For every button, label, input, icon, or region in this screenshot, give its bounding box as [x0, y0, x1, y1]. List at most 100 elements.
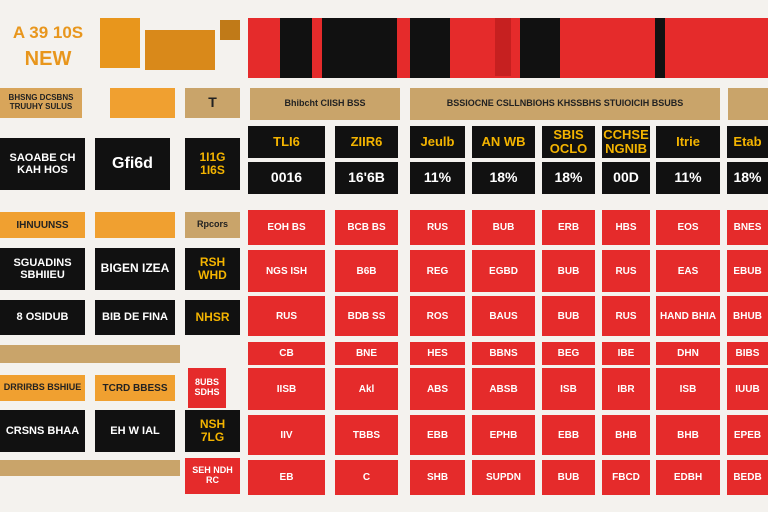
badge-line1: A 39 10S	[12, 22, 84, 42]
table-cell: ERB	[542, 210, 595, 245]
left-cell: NSH 7LG	[185, 410, 240, 452]
left-cell: BIGEN IZEA	[95, 248, 175, 290]
table-cell: EDBH	[656, 460, 720, 495]
table-cell: ROS	[410, 296, 465, 336]
table-cell: BNE	[335, 342, 398, 365]
table-cell: RUS	[410, 210, 465, 245]
table-cell: ISB	[656, 368, 720, 410]
left-cell: IHNUUNSS	[0, 212, 85, 238]
table-cell: CB	[248, 342, 325, 365]
table-cell: EPHB	[472, 415, 535, 455]
table-cell: EAS	[656, 250, 720, 292]
table-cell: ABSB	[472, 368, 535, 410]
table-cell: NGS ISH	[248, 250, 325, 292]
column-header: CCHSE NGNIB	[602, 126, 650, 158]
table-cell: FBCD	[602, 460, 650, 495]
left-bar	[95, 212, 175, 238]
left-cell: EH W IAL	[95, 410, 175, 452]
table-cell: ISB	[542, 368, 595, 410]
stripe	[280, 18, 312, 78]
table-cell: HES	[410, 342, 465, 365]
table-cell: DHN	[656, 342, 720, 365]
left-bar	[110, 88, 175, 118]
left-cell: T	[185, 88, 240, 118]
column-header: ZIIR6	[335, 126, 398, 158]
table-cell: REG	[410, 250, 465, 292]
table-cell: IBR	[602, 368, 650, 410]
column-header: AN WB	[472, 126, 535, 158]
table-cell: BHB	[656, 415, 720, 455]
table-cell: EBB	[410, 415, 465, 455]
stripe	[397, 18, 410, 78]
table-cell: EOS	[656, 210, 720, 245]
summary-cell: 11%	[410, 162, 465, 194]
summary-cell: 00D	[602, 162, 650, 194]
summary-cell: 16'6B	[335, 162, 398, 194]
summary-cell: 18%	[472, 162, 535, 194]
table-cell: Akl	[335, 368, 398, 410]
table-cell: IBE	[602, 342, 650, 365]
left-cell: TCRD BBESS	[95, 375, 175, 401]
left-cell: 8UBS SDHS	[188, 368, 226, 408]
stripe	[655, 18, 665, 78]
left-cell: RSH WHD	[185, 248, 240, 290]
left-cell: SGUADINS SBHIIEU	[0, 248, 85, 290]
table-cell: EBB	[542, 415, 595, 455]
left-bar	[0, 460, 180, 476]
summary-cell: 0016	[248, 162, 325, 194]
banner: Bhibcht CIISH BSS	[250, 88, 400, 120]
banner: BSSIOCNE CSLLNBIOHS KHSSBHS STUIOICIH BS…	[410, 88, 720, 120]
table-cell: IIV	[248, 415, 325, 455]
badge-line2: NEW	[24, 48, 72, 70]
left-cell: Rpcors	[185, 212, 240, 238]
left-cell: DRRIRBS BSHIUE	[0, 375, 85, 401]
left-cell: Gfi6d	[95, 138, 170, 190]
stripe	[665, 18, 768, 78]
column-header: Etab	[727, 126, 768, 158]
stripe	[312, 18, 322, 78]
left-cell: SEH NDH RC	[185, 458, 240, 494]
table-cell: EOH BS	[248, 210, 325, 245]
table-cell: SUPDN	[472, 460, 535, 495]
column-header: Jeulb	[410, 126, 465, 158]
column-header: TLI6	[248, 126, 325, 158]
summary-cell: 11%	[656, 162, 720, 194]
table-cell: ABS	[410, 368, 465, 410]
table-cell: BAUS	[472, 296, 535, 336]
column-header: SBIS OCLO	[542, 126, 595, 158]
icon-shape	[220, 20, 240, 40]
table-cell: BHB	[602, 415, 650, 455]
tie	[495, 18, 511, 76]
table-cell: BUB	[542, 296, 595, 336]
table-cell: EB	[248, 460, 325, 495]
left-cell: 1I1G 1I6S	[185, 138, 240, 190]
left-bar	[0, 345, 180, 363]
table-cell: BEDB	[727, 460, 768, 495]
table-cell: EBUB	[727, 250, 768, 292]
table-cell: BHUB	[727, 296, 768, 336]
stripe	[322, 18, 397, 78]
table-cell: BDB SS	[335, 296, 398, 336]
table-cell: EPEB	[727, 415, 768, 455]
table-cell: SHB	[410, 460, 465, 495]
left-cell: BHSNG DCSBNS TRUUHY SULUS	[0, 88, 82, 118]
table-cell: RUS	[248, 296, 325, 336]
column-header: Itrie	[656, 126, 720, 158]
stripe	[410, 18, 450, 78]
left-cell: 8 OSIDUB	[0, 300, 85, 335]
left-cell: SAOABE CH KAH HOS	[0, 138, 85, 190]
banner-end	[728, 88, 768, 120]
stripe	[520, 18, 560, 78]
table-cell: IUUB	[727, 368, 768, 410]
table-cell: TBBS	[335, 415, 398, 455]
stripe	[560, 18, 655, 78]
table-cell: BUB	[472, 210, 535, 245]
icon-shape	[145, 30, 215, 70]
table-cell: B6B	[335, 250, 398, 292]
table-cell: HAND BHIA	[656, 296, 720, 336]
summary-cell: 18%	[727, 162, 768, 194]
table-cell: BIBS	[727, 342, 768, 365]
table-cell: BBNS	[472, 342, 535, 365]
table-cell: HBS	[602, 210, 650, 245]
